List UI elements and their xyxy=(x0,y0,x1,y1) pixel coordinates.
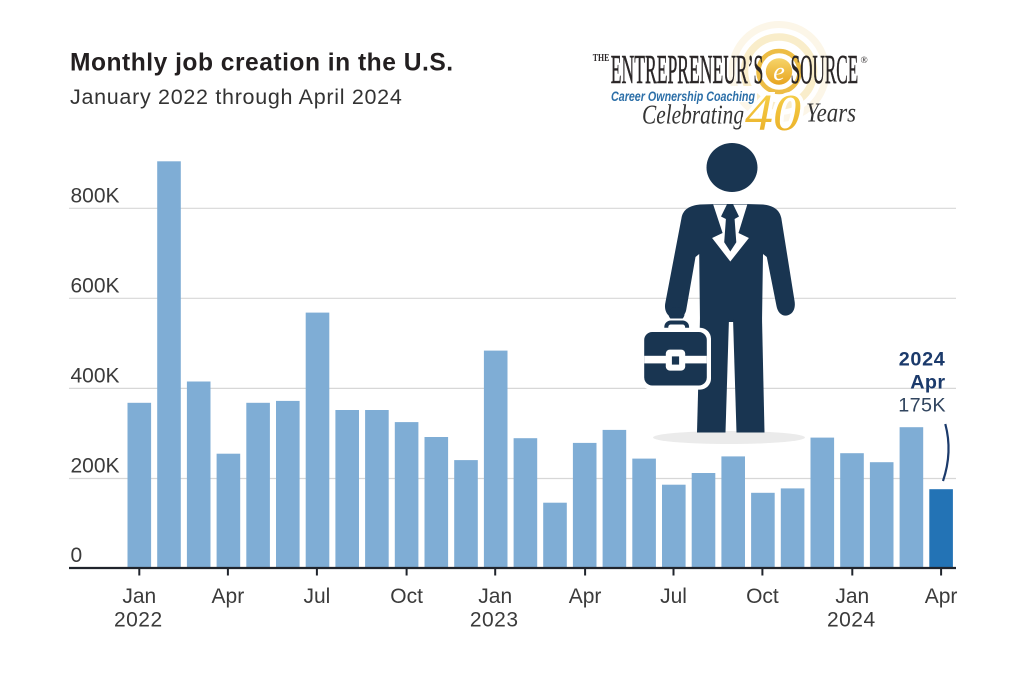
svg-text:Jan: Jan xyxy=(122,585,156,608)
svg-text:600K: 600K xyxy=(71,274,120,297)
svg-text:Jan: Jan xyxy=(835,585,869,608)
svg-text:2024: 2024 xyxy=(827,608,876,631)
svg-text:40: 40 xyxy=(745,85,801,142)
svg-text:Oct: Oct xyxy=(746,585,779,608)
svg-text:2024: 2024 xyxy=(899,349,946,371)
svg-text:Celebrating: Celebrating xyxy=(642,100,744,130)
svg-text:January 2022 through April 202: January 2022 through April 2024 xyxy=(70,85,402,109)
svg-text:Jan: Jan xyxy=(478,585,512,608)
svg-text:Apr: Apr xyxy=(569,585,602,608)
svg-text:200K: 200K xyxy=(71,455,120,478)
svg-text:THE: THE xyxy=(593,52,610,64)
svg-text:800K: 800K xyxy=(71,184,120,207)
svg-text:0: 0 xyxy=(71,544,83,567)
svg-text:Monthly job creation in the U.: Monthly job creation in the U.S. xyxy=(70,49,454,76)
svg-text:Career Ownership Coaching: Career Ownership Coaching xyxy=(611,89,756,104)
svg-text:Apr: Apr xyxy=(925,585,958,608)
svg-text:Years: Years xyxy=(806,98,856,128)
svg-text:®: ® xyxy=(861,55,868,66)
svg-text:Apr: Apr xyxy=(212,585,245,608)
svg-text:40: 40 xyxy=(745,85,801,142)
svg-text:SOURCE: SOURCE xyxy=(791,47,859,92)
svg-text:e: e xyxy=(773,57,785,86)
svg-text:Jul: Jul xyxy=(303,585,330,608)
svg-text:Jul: Jul xyxy=(660,585,687,608)
svg-text:Oct: Oct xyxy=(390,585,423,608)
svg-text:2022: 2022 xyxy=(114,608,163,631)
svg-text:400K: 400K xyxy=(71,364,120,387)
svg-text:2023: 2023 xyxy=(470,608,519,631)
svg-text:175K: 175K xyxy=(898,395,946,417)
svg-text:ENTREPRENEUR’S: ENTREPRENEUR’S xyxy=(611,47,764,92)
svg-text:Apr: Apr xyxy=(910,371,945,393)
